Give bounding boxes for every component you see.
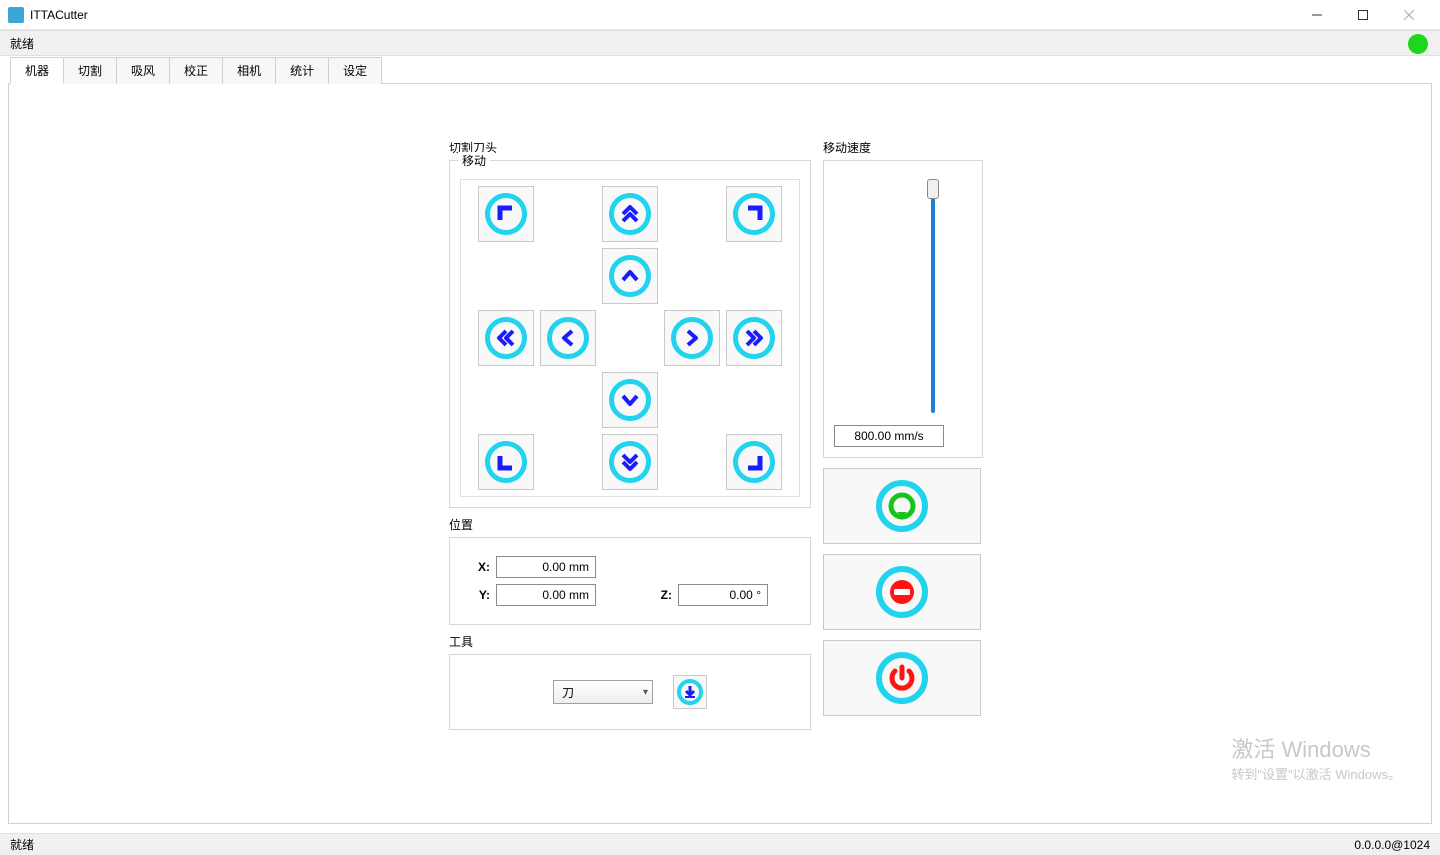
position-label: 位置 — [449, 516, 811, 533]
move-group-label: 移动 — [458, 152, 490, 169]
tab-camera[interactable]: 相机 — [222, 57, 276, 84]
tab-vacuum[interactable]: 吸风 — [116, 57, 170, 84]
stop-icon — [887, 577, 917, 607]
titlebar: ITTACutter — [0, 0, 1440, 30]
cut-head-label: 切割刀头 — [449, 139, 811, 156]
home-button[interactable] — [823, 468, 981, 544]
stop-button[interactable] — [823, 554, 981, 630]
tool-label: 工具 — [449, 633, 811, 650]
z-label: Z: — [648, 588, 672, 602]
y-value[interactable]: 0.00 mm — [496, 584, 596, 606]
position-group: X: 0.00 mm Y: 0.00 mm Z: 0.00 ° — [449, 537, 811, 625]
window-close-button[interactable] — [1386, 0, 1432, 30]
speed-panel: 800.00 mm/s — [823, 160, 983, 458]
jog-upleft-button[interactable] — [478, 186, 534, 242]
status-bar-top: 就绪 — [0, 30, 1440, 56]
status-text-top: 就绪 — [10, 35, 34, 52]
jog-left-button[interactable] — [540, 310, 596, 366]
tool-select-value: 刀 — [562, 684, 574, 701]
chevron-down-icon: ▾ — [643, 687, 648, 698]
jog-down-fast-button[interactable] — [602, 434, 658, 490]
jog-downright-button[interactable] — [726, 434, 782, 490]
status-text-bottom: 就绪 — [10, 836, 34, 853]
home-icon — [887, 491, 917, 521]
window-maximize-button[interactable] — [1340, 0, 1386, 30]
window-minimize-button[interactable] — [1294, 0, 1340, 30]
slider-track — [931, 189, 935, 413]
jog-upright-button[interactable] — [726, 186, 782, 242]
tab-cut[interactable]: 切割 — [63, 57, 117, 84]
power-button[interactable] — [823, 640, 981, 716]
app-title: ITTACutter — [30, 8, 88, 22]
tool-select[interactable]: 刀 ▾ — [553, 680, 653, 704]
app-icon — [8, 7, 24, 23]
version-text: 0.0.0.0@1024 — [1354, 838, 1430, 852]
jog-up-fast-button[interactable] — [602, 186, 658, 242]
jog-grid — [460, 179, 800, 497]
status-bar-bottom: 就绪 0.0.0.0@1024 — [0, 833, 1440, 855]
speed-label: 移动速度 — [823, 139, 983, 156]
speed-readout[interactable]: 800.00 mm/s — [834, 425, 944, 447]
status-led — [1408, 34, 1428, 54]
windows-activation-watermark: 激活 Windows 转到"设置"以激活 Windows。 — [1231, 732, 1401, 783]
jog-up-button[interactable] — [602, 248, 658, 304]
tab-content: 切割刀头 移动 — [8, 84, 1432, 824]
tool-down-button[interactable] — [673, 675, 707, 709]
slider-thumb[interactable] — [927, 179, 939, 199]
power-icon — [887, 663, 917, 693]
speed-slider[interactable] — [918, 179, 948, 413]
jog-left-fast-button[interactable] — [478, 310, 534, 366]
jog-downleft-button[interactable] — [478, 434, 534, 490]
jog-down-button[interactable] — [602, 372, 658, 428]
x-label: X: — [466, 560, 490, 574]
jog-right-button[interactable] — [664, 310, 720, 366]
move-group: 移动 — [449, 160, 811, 508]
watermark-line1: 激活 Windows — [1231, 732, 1401, 764]
tab-calibrate[interactable]: 校正 — [169, 57, 223, 84]
x-value[interactable]: 0.00 mm — [496, 556, 596, 578]
tab-strip: 机器 切割 吸风 校正 相机 统计 设定 — [8, 56, 1432, 84]
y-label: Y: — [466, 588, 490, 602]
z-value[interactable]: 0.00 ° — [678, 584, 768, 606]
tool-group: 刀 ▾ — [449, 654, 811, 730]
tab-machine[interactable]: 机器 — [10, 57, 64, 84]
tab-settings[interactable]: 设定 — [328, 57, 382, 84]
tab-stats[interactable]: 统计 — [275, 57, 329, 84]
jog-right-fast-button[interactable] — [726, 310, 782, 366]
watermark-line2: 转到"设置"以激活 Windows。 — [1231, 764, 1401, 783]
